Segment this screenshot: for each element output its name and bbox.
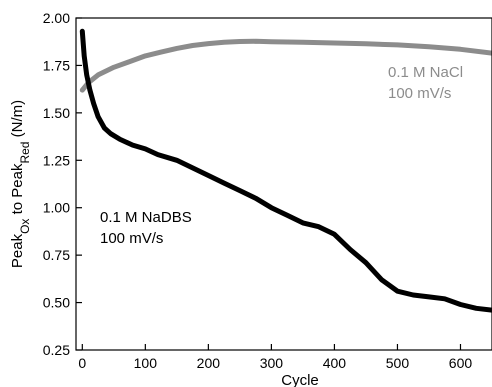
x-tick-label: 200 — [197, 355, 221, 371]
x-axis-ticks: 0 100 200 300 400 500 600 — [78, 344, 472, 371]
y-tick-label: 1.00 — [43, 200, 70, 216]
annotations: 0.1 M NaCl 100 mV/s 0.1 M NaDBS 100 mV/s — [100, 64, 463, 247]
x-tick-label: 0 — [78, 355, 86, 371]
y-axis-title-part: Ox — [18, 219, 32, 234]
y-tick-label: 2.00 — [43, 10, 70, 26]
plot-frame — [75, 17, 492, 351]
y-tick-label: 1.75 — [43, 57, 70, 73]
y-axis-title-part: Peak — [9, 233, 26, 268]
series-nacl-line — [79, 38, 492, 93]
y-axis-title-part: (N/m) — [9, 100, 26, 142]
y-axis-title-part: Red — [18, 142, 32, 164]
y-tick-label: 0.75 — [43, 247, 70, 263]
x-tick-label: 500 — [386, 355, 410, 371]
x-tick-label: 100 — [134, 355, 158, 371]
y-tick-label: 0.50 — [43, 295, 70, 311]
nacl-label-line-1: 0.1 M NaCl — [388, 64, 463, 81]
y-axis-title: PeakOx to PeakRed (N/m) — [9, 100, 32, 268]
x-tick-label: 600 — [449, 355, 473, 371]
y-tick-label: 1.50 — [43, 105, 70, 121]
y-axis-ticks: 0.25 0.50 0.75 1.00 1.25 1.50 1.75 2.00 — [43, 10, 82, 358]
x-axis-title: Cycle — [281, 372, 319, 387]
nacl-label-line-2: 100 mV/s — [388, 85, 451, 102]
axes — [75, 17, 492, 351]
x-tick-label: 300 — [260, 355, 284, 371]
plot-area — [79, 28, 492, 313]
nadbs-label-line-1: 0.1 M NaDBS — [100, 209, 192, 226]
x-tick-label: 400 — [323, 355, 347, 371]
y-tick-label: 1.25 — [43, 152, 70, 168]
y-tick-label: 0.25 — [43, 342, 70, 358]
series-nadbs-line — [79, 28, 492, 313]
y-axis-title-part: to Peak — [9, 163, 26, 219]
nadbs-label-line-2: 100 mV/s — [100, 230, 163, 247]
